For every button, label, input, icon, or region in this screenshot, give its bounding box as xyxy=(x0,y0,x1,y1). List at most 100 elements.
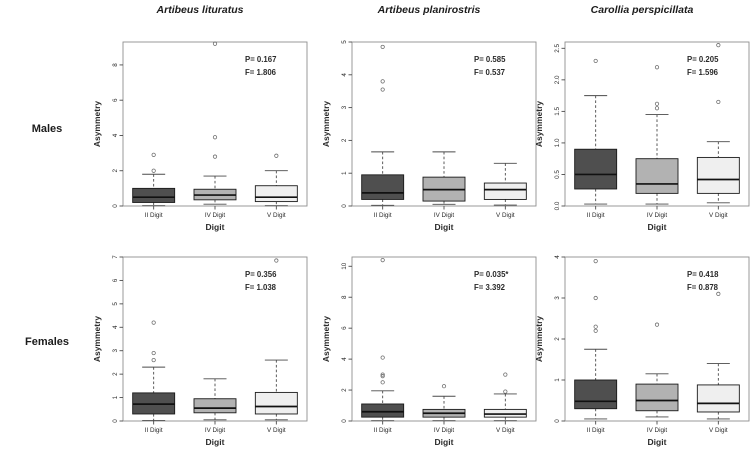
y-tick-label: 2.0 xyxy=(554,75,561,84)
y-tick-label: 8 xyxy=(112,63,119,67)
y-tick-label: 1.0 xyxy=(554,138,561,147)
outlier-point xyxy=(151,357,156,363)
x-tick-label: IV Digit xyxy=(434,427,455,434)
y-tick-label: 1.5 xyxy=(554,107,561,116)
boxplot-iv-digit xyxy=(635,322,679,418)
y-tick-label: 0.5 xyxy=(554,170,561,179)
y-axis-label: Asymmetry xyxy=(534,316,544,363)
y-tick-label: 6 xyxy=(112,98,119,102)
y-tick-label: 4 xyxy=(554,255,561,259)
y-tick-label: 7 xyxy=(112,255,119,259)
boxplot-iv-digit xyxy=(422,151,466,205)
x-tick-label: IV Digit xyxy=(647,427,668,434)
y-axis-label: Asymmetry xyxy=(321,316,331,363)
y-axis-label: Asymmetry xyxy=(321,101,331,148)
y-tick-label: 6 xyxy=(341,326,348,330)
outlier-point xyxy=(212,41,218,46)
x-tick-label: II Digit xyxy=(145,427,163,434)
y-tick-label: 1 xyxy=(554,378,561,382)
boxplot-v-digit xyxy=(254,153,298,207)
y-axis-label: Asymmetry xyxy=(92,316,102,363)
p-value-text: P= 0.205 xyxy=(687,55,719,64)
outlier-point xyxy=(716,99,721,105)
outlier-point xyxy=(380,355,385,360)
p-value-text: P= 0.035* xyxy=(474,270,509,279)
outlier-point xyxy=(716,43,721,48)
outlier-point xyxy=(274,153,279,158)
x-tick-label: II Digit xyxy=(587,212,605,219)
y-tick-label: 8 xyxy=(341,295,348,299)
column-title-carollia-perspicillata: Carollia perspicillata xyxy=(590,4,694,16)
f-value-text: F= 1.038 xyxy=(245,283,277,292)
iqr-box xyxy=(696,156,740,194)
panel-males-artibeus-lituratus: 0 2 4 6 8 Asymmetry II Digit IV Digit V Digit Dig… xyxy=(87,28,313,240)
outlier-point xyxy=(380,257,385,263)
f-value-text: F= 1.806 xyxy=(245,68,277,77)
outlier-point xyxy=(151,168,156,173)
x-tick-label: V Digit xyxy=(267,427,286,434)
row-label-females: Females xyxy=(24,336,70,348)
row-label-males: Males xyxy=(31,123,63,135)
y-tick-label: 0 xyxy=(554,419,561,423)
outlier-point xyxy=(593,258,598,264)
p-value-text: P= 0.585 xyxy=(474,55,506,64)
f-value-text: F= 0.878 xyxy=(687,283,719,292)
iqr-box xyxy=(574,379,618,410)
boxplot-v-digit xyxy=(483,162,527,206)
iqr-box xyxy=(361,174,405,200)
panel-females-artibeus-planirostris: 0 2 4 6 8 10 Asymmetry II Digit IV Digit V Digit D… xyxy=(316,243,542,455)
x-tick-label: V Digit xyxy=(267,212,286,219)
y-axis-label: Asymmetry xyxy=(534,101,544,148)
outlier-point xyxy=(654,106,660,111)
boxplot-canvas: 0 2 4 6 8 10 Asymmetry II Digit IV Digit V Digit D… xyxy=(321,256,537,447)
boxplot-ii-digit xyxy=(361,44,405,206)
y-tick-label: 4 xyxy=(341,357,348,361)
outlier-point xyxy=(380,374,385,379)
panel-females-carollia-perspicillata: 0 1 2 3 4 Asymmetry II Digit IV Digit V Digit Dig… xyxy=(529,243,754,455)
p-value-text: P= 0.356 xyxy=(245,270,277,279)
boxplot-ii-digit xyxy=(132,320,176,421)
f-value-text: F= 3.392 xyxy=(474,283,506,292)
boxplot-canvas: 0.0 0.5 1.0 1.5 2.0 2.5 Asymmetry II Digit IV Di… xyxy=(534,41,750,232)
x-axis-label: Digit xyxy=(206,437,225,447)
x-tick-label: V Digit xyxy=(709,212,728,219)
y-tick-label: 2 xyxy=(112,372,119,376)
y-tick-label: 4 xyxy=(112,133,119,137)
x-tick-label: II Digit xyxy=(145,212,163,219)
y-tick-label: 1 xyxy=(341,171,348,175)
x-tick-label: II Digit xyxy=(374,212,392,219)
y-tick-label: 3 xyxy=(554,296,561,300)
outlier-point xyxy=(654,322,660,327)
outlier-point xyxy=(151,152,156,157)
outlier-point xyxy=(503,389,508,394)
y-tick-label: 4 xyxy=(112,325,119,329)
outlier-point xyxy=(380,372,385,377)
outlier-point xyxy=(593,295,598,301)
x-tick-label: V Digit xyxy=(709,427,728,434)
y-tick-label: 0 xyxy=(112,204,119,208)
boxplot-iv-digit xyxy=(193,378,237,421)
outlier-point xyxy=(654,65,660,70)
iqr-box xyxy=(696,384,740,413)
x-axis-label: Digit xyxy=(435,222,454,232)
y-tick-label: 2 xyxy=(341,138,348,142)
boxplot-canvas: 0 2 4 6 8 Asymmetry II Digit IV Digit V Digit Dig… xyxy=(92,41,308,232)
iqr-box xyxy=(483,182,527,200)
y-tick-label: 1 xyxy=(112,395,119,399)
boxplot-v-digit xyxy=(696,43,740,204)
y-axis-label: Asymmetry xyxy=(92,101,102,148)
iqr-box xyxy=(635,158,679,194)
x-tick-label: V Digit xyxy=(496,427,515,434)
outlier-point xyxy=(593,328,598,333)
y-tick-label: 6 xyxy=(112,278,119,282)
iqr-box xyxy=(254,185,298,203)
x-tick-label: IV Digit xyxy=(434,212,455,219)
boxplot-iv-digit xyxy=(193,41,237,205)
outlier-point xyxy=(380,79,385,84)
x-tick-label: V Digit xyxy=(496,212,515,219)
y-tick-label: 10 xyxy=(341,262,348,270)
iqr-box xyxy=(254,391,298,415)
x-axis-label: Digit xyxy=(206,222,225,232)
p-value-text: P= 0.167 xyxy=(245,55,276,64)
column-title-artibeus-lituratus: Artibeus lituratus xyxy=(156,4,244,16)
